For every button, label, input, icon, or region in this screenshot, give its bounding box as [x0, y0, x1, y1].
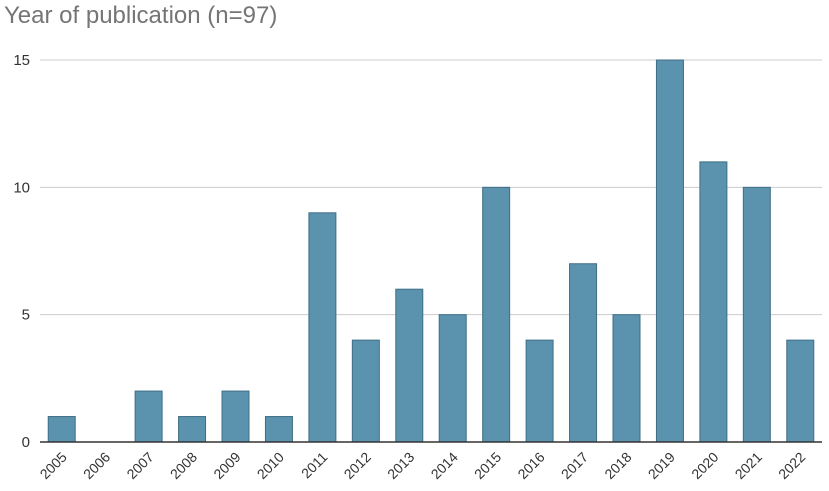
y-tick-label: 0 [22, 434, 30, 451]
x-tick-label: 2005 [36, 449, 69, 482]
x-tick-label: 2020 [688, 449, 721, 482]
x-tick-label: 2017 [558, 449, 591, 482]
x-tick-label: 2021 [732, 449, 765, 482]
bar-2021 [742, 186, 771, 443]
bar-2020 [699, 161, 728, 443]
bar-2022 [786, 339, 815, 443]
x-tick-label: 2006 [80, 449, 113, 482]
y-axis-ticks: 0 5 10 15 [13, 52, 30, 451]
bar-2010 [264, 416, 293, 443]
x-tick-label: 2016 [514, 449, 547, 482]
bar-2005 [47, 416, 76, 443]
chart-title: Year of publication (n=97) [4, 2, 278, 29]
bar-2017 [569, 263, 598, 443]
bar-2007 [134, 390, 163, 443]
bar-2011 [308, 212, 337, 443]
x-tick-label: 2009 [210, 449, 243, 482]
bar-2014 [438, 314, 467, 443]
bar-2018 [612, 314, 641, 443]
gridlines [40, 59, 822, 316]
y-tick-label: 10 [13, 179, 30, 196]
y-tick-label: 15 [13, 52, 30, 69]
x-tick-label: 2014 [427, 449, 460, 482]
bar-2013 [395, 288, 424, 443]
bar-2008 [178, 416, 207, 443]
x-tick-label: 2012 [341, 449, 374, 482]
bars [47, 59, 815, 443]
bar-2012 [351, 339, 380, 443]
x-tick-label: 2018 [601, 449, 634, 482]
y-tick-label: 5 [22, 307, 30, 324]
bar-2019 [655, 59, 684, 443]
bar-2009 [221, 390, 250, 443]
x-axis-ticks: 2005 2006 2007 2008 2009 2010 2011 2012 2013 2014… [36, 449, 808, 482]
bar-2015 [482, 186, 511, 443]
x-tick-label: 2015 [471, 449, 504, 482]
bar-2016 [525, 339, 554, 443]
x-tick-label: 2011 [298, 449, 331, 482]
x-tick-label: 2013 [384, 449, 417, 482]
x-tick-label: 2007 [123, 449, 156, 482]
x-tick-label: 2022 [775, 449, 808, 482]
x-tick-label: 2019 [645, 449, 678, 482]
x-tick-label: 2008 [167, 449, 200, 482]
x-tick-label: 2010 [254, 449, 287, 482]
